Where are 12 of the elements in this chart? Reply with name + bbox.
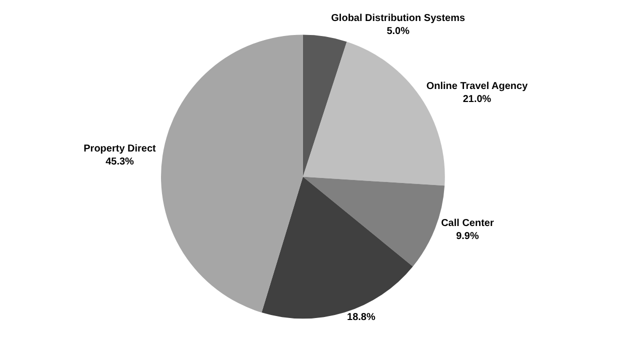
pie-slice bbox=[262, 176, 413, 318]
slice-label: Property Direct bbox=[84, 144, 157, 155]
pie-slice bbox=[161, 34, 303, 313]
data-label: 45.3% bbox=[106, 156, 134, 168]
slice-label: Online Travel Agency bbox=[426, 81, 528, 92]
data-label: 5.0% bbox=[386, 26, 410, 37]
data-label: 21.0% bbox=[462, 94, 492, 106]
slice-label: Call Center bbox=[441, 218, 494, 230]
slice-label: Global Distribution Systems bbox=[331, 12, 466, 24]
pie-slice bbox=[302, 34, 347, 177]
data-label: 18.8% bbox=[347, 312, 376, 324]
data-label: 9.9% bbox=[456, 231, 479, 242]
